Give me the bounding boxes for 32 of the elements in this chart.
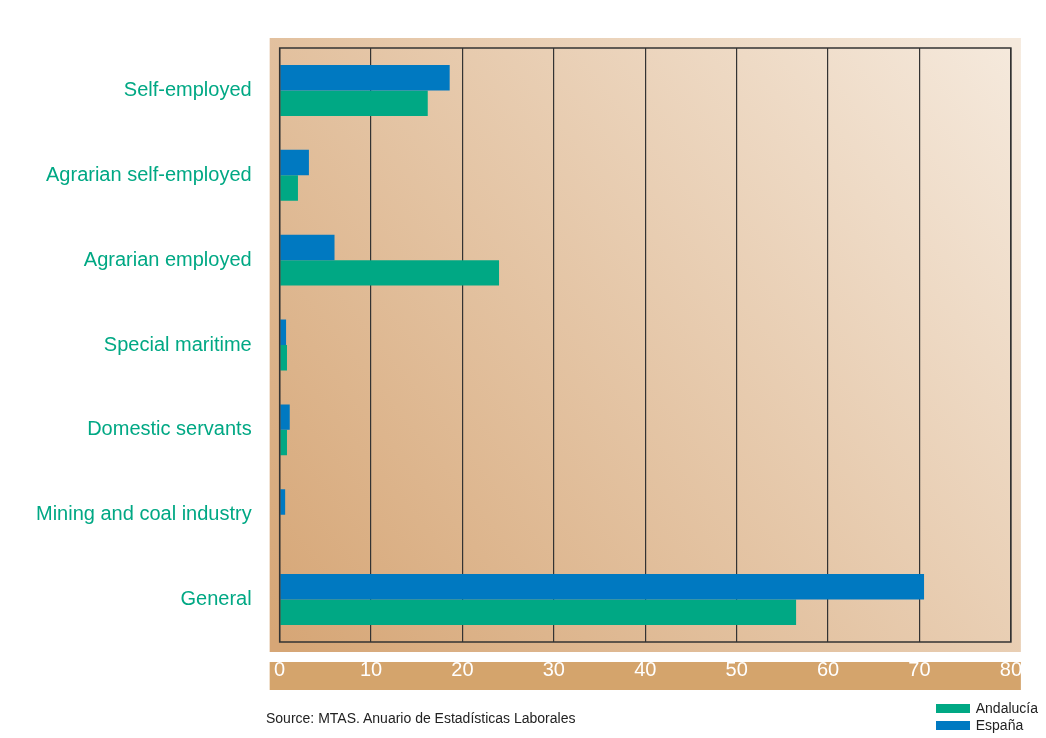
y-tick-label: Agrarian self-employed — [46, 162, 252, 185]
bar — [280, 319, 287, 345]
bar — [280, 574, 925, 600]
x-tick-label: 40 — [634, 657, 657, 680]
bar — [280, 429, 287, 456]
bar — [280, 175, 298, 201]
bar — [280, 234, 335, 261]
bar — [280, 404, 290, 430]
y-tick-label: Special maritime — [103, 332, 252, 355]
x-tick-label: 20 — [451, 657, 474, 680]
x-tick-label: 30 — [542, 657, 565, 680]
x-tick-label: 0 — [274, 657, 286, 680]
bar — [280, 64, 450, 91]
y-tick-label: Self-employed — [123, 77, 252, 100]
bar — [280, 599, 797, 626]
legend-label: Andalucía — [975, 700, 1038, 717]
x-tick-label: 80 — [999, 657, 1022, 680]
legend-label: España — [975, 717, 1024, 734]
y-tick-label: General — [180, 587, 252, 610]
x-tick-label: 70 — [908, 657, 931, 680]
bar — [280, 345, 287, 371]
x-tick-label: 50 — [725, 657, 748, 680]
y-tick-label: Mining and coal industry — [35, 502, 252, 525]
bar — [280, 260, 500, 286]
x-tick-label: 60 — [816, 657, 840, 680]
bar — [280, 489, 286, 515]
bar — [280, 90, 428, 116]
y-tick-label: Domestic servants — [87, 417, 252, 440]
y-tick-label: Agrarian employed — [83, 247, 252, 270]
bar — [280, 149, 309, 176]
x-tick-label: 10 — [359, 657, 383, 680]
source-note: Source: MTAS. Anuario de Estadísticas Laborales — [266, 710, 576, 726]
